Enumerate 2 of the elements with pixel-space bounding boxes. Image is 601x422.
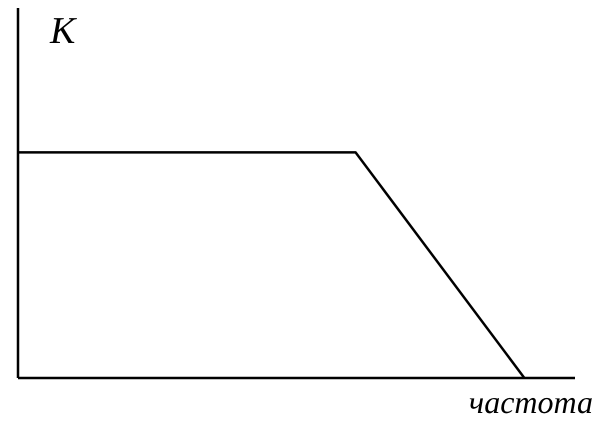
x-axis-title: частота (468, 384, 593, 420)
y-axis-title: K (50, 10, 76, 52)
